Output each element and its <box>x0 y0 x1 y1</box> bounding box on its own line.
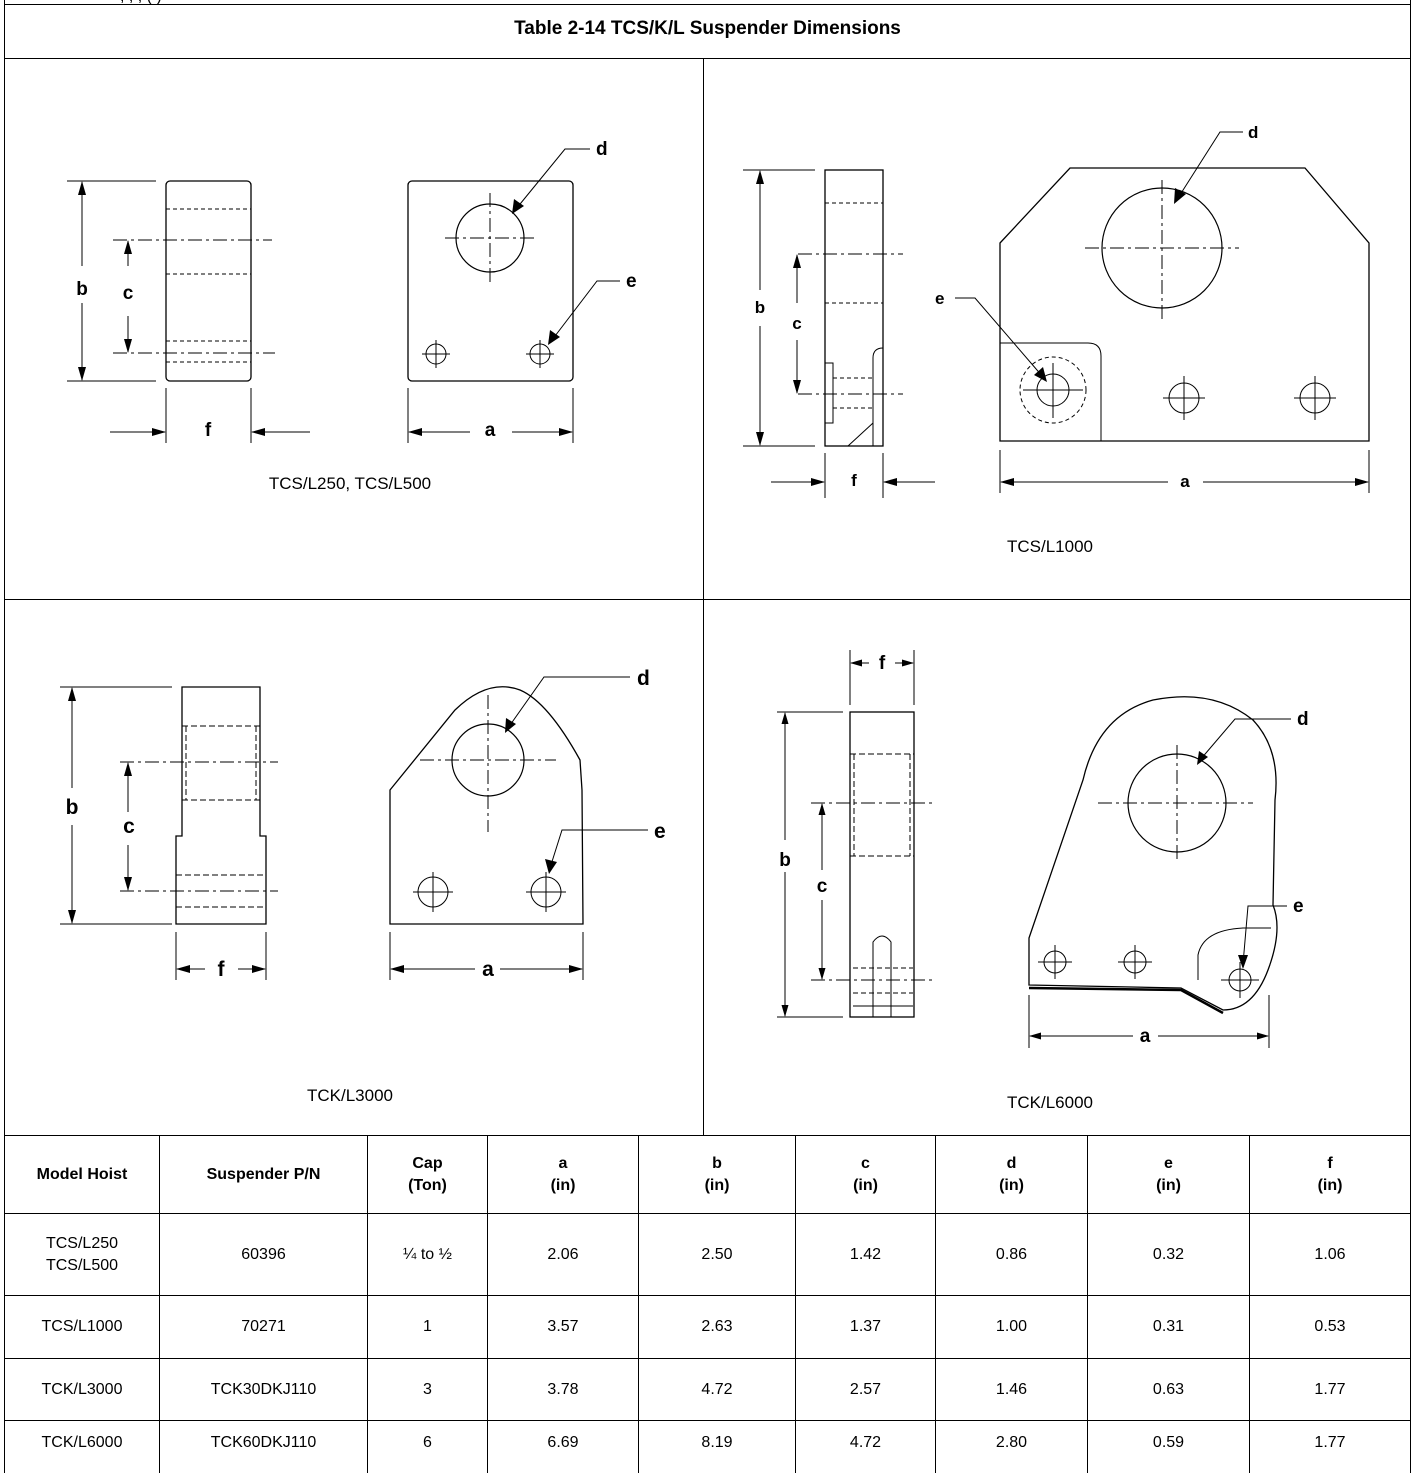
rule <box>703 58 704 1135</box>
col-rule <box>935 1135 936 1473</box>
header-cap: Cap (Ton) <box>408 1154 447 1194</box>
suspender-drawing-4: f b c d e a <box>777 650 1309 1048</box>
dim-label-f: f <box>879 653 886 674</box>
col-rule <box>1249 1135 1250 1473</box>
cell-pn: TCK60DKJ110 <box>210 1434 317 1451</box>
figure-caption: TCS/L1000 <box>1007 537 1093 556</box>
dim-label-b: b <box>66 796 79 819</box>
dim-label-c: c <box>792 314 801 333</box>
rule <box>4 1135 1411 1136</box>
col-rule <box>487 1135 488 1473</box>
cell-e: 0.32 <box>1152 1245 1185 1263</box>
dim-label-c: c <box>123 815 135 838</box>
col-rule <box>1087 1135 1088 1473</box>
cell-c: 2.57 <box>849 1380 882 1398</box>
dim-label-c: c <box>817 876 828 897</box>
figure-caption: TCS/L250, TCS/L500 <box>268 474 432 493</box>
dim-label-f: f <box>851 471 857 490</box>
cell-model: TCK/L3000 <box>41 1380 123 1398</box>
row-rule <box>4 1358 1411 1359</box>
header-e: e (in) <box>1156 1154 1181 1194</box>
dim-label-b: b <box>755 298 765 317</box>
cell-e: 0.59 <box>1152 1434 1185 1451</box>
figure-caption: TCK/L3000 <box>307 1086 393 1105</box>
row-rule <box>4 1213 1411 1214</box>
header-a: a (in) <box>550 1154 576 1194</box>
header-suspender-pn: Suspender P/N <box>206 1165 321 1183</box>
cell-a: 2.06 <box>547 1245 579 1263</box>
cell-f: 1.77 <box>1314 1380 1346 1398</box>
rule <box>4 599 1411 600</box>
cell-d: 1.00 <box>995 1318 1028 1335</box>
cell-c: 1.42 <box>849 1245 882 1263</box>
table-frame <box>4 0 1411 1473</box>
cell-e: 0.63 <box>1152 1380 1185 1398</box>
cell-model: TCK/L6000 <box>41 1434 123 1451</box>
dim-label-f: f <box>205 420 212 441</box>
rule <box>4 4 1411 5</box>
dim-label-c: c <box>123 283 134 304</box>
suspender-drawing-1: b c f d e a <box>67 139 637 443</box>
dim-label-b: b <box>779 850 791 871</box>
cut-off-text-fragment: , , , ( ) <box>120 0 162 6</box>
cell-c: 4.72 <box>849 1434 882 1451</box>
row-rule <box>4 1420 1411 1421</box>
cell-a: 3.78 <box>547 1380 579 1398</box>
cell-pn: 60396 <box>241 1245 286 1263</box>
cell-model: TCS/L1000 <box>41 1318 123 1335</box>
cell-d: 0.86 <box>995 1245 1028 1263</box>
col-rule <box>638 1135 639 1473</box>
cell-a: 3.57 <box>547 1318 579 1335</box>
header-model-hoist: Model Hoist <box>36 1165 128 1183</box>
cell-cap: 3 <box>423 1380 432 1398</box>
cell-b: 2.63 <box>701 1318 733 1335</box>
dim-label-a: a <box>1180 472 1190 491</box>
dim-label-b: b <box>76 279 88 300</box>
cell-cap: 6 <box>423 1434 432 1451</box>
dim-label-e: e <box>1293 896 1304 917</box>
header-b: b (in) <box>704 1154 730 1194</box>
dim-label-a: a <box>482 958 494 981</box>
header-c: c (in) <box>853 1154 878 1194</box>
dim-label-d: d <box>637 667 650 690</box>
suspender-drawing-3: b c f d e a <box>60 667 666 981</box>
dim-label-e: e <box>935 289 944 308</box>
dim-label-d: d <box>1248 123 1258 142</box>
cell-pn: TCK30DKJ110 <box>210 1380 317 1398</box>
dim-label-e: e <box>654 820 666 843</box>
cell-c: 1.37 <box>849 1318 882 1335</box>
cell-b: 4.72 <box>701 1380 733 1398</box>
cell-b: 8.19 <box>701 1434 733 1451</box>
dim-label-d: d <box>1297 709 1309 730</box>
col-rule <box>159 1135 160 1473</box>
figure-caption: TCK/L6000 <box>1007 1093 1093 1112</box>
cell-d: 2.80 <box>995 1434 1028 1451</box>
cell-a: 6.69 <box>547 1434 579 1451</box>
cell-f: 1.77 <box>1314 1434 1346 1451</box>
col-rule <box>795 1135 796 1473</box>
dim-label-a: a <box>1140 1026 1151 1047</box>
cell-b: 2.50 <box>701 1245 733 1263</box>
cell-cap: 1 <box>423 1318 432 1335</box>
cell-model: TCS/L250 TCS/L500 <box>45 1234 119 1274</box>
header-f: f (in) <box>1317 1154 1343 1194</box>
cell-f: 1.06 <box>1314 1245 1346 1263</box>
table-title: Table 2-14 TCS/K/L Suspender Dimensions <box>514 18 901 39</box>
cell-d: 1.46 <box>995 1380 1028 1398</box>
cell-e: 0.31 <box>1152 1318 1185 1335</box>
dim-label-f: f <box>218 958 226 981</box>
dim-label-e: e <box>626 271 637 292</box>
cell-pn: 70271 <box>241 1318 286 1335</box>
dim-label-a: a <box>485 420 496 441</box>
dim-label-d: d <box>596 139 608 160</box>
cell-f: 0.53 <box>1314 1318 1346 1335</box>
col-rule <box>367 1135 368 1473</box>
header-d: d (in) <box>999 1154 1024 1194</box>
suspender-drawing-2: b c f d e a <box>743 123 1370 498</box>
cell-cap: ¼ to ½ <box>403 1245 452 1263</box>
row-rule <box>4 1295 1411 1296</box>
rule <box>4 58 1411 59</box>
